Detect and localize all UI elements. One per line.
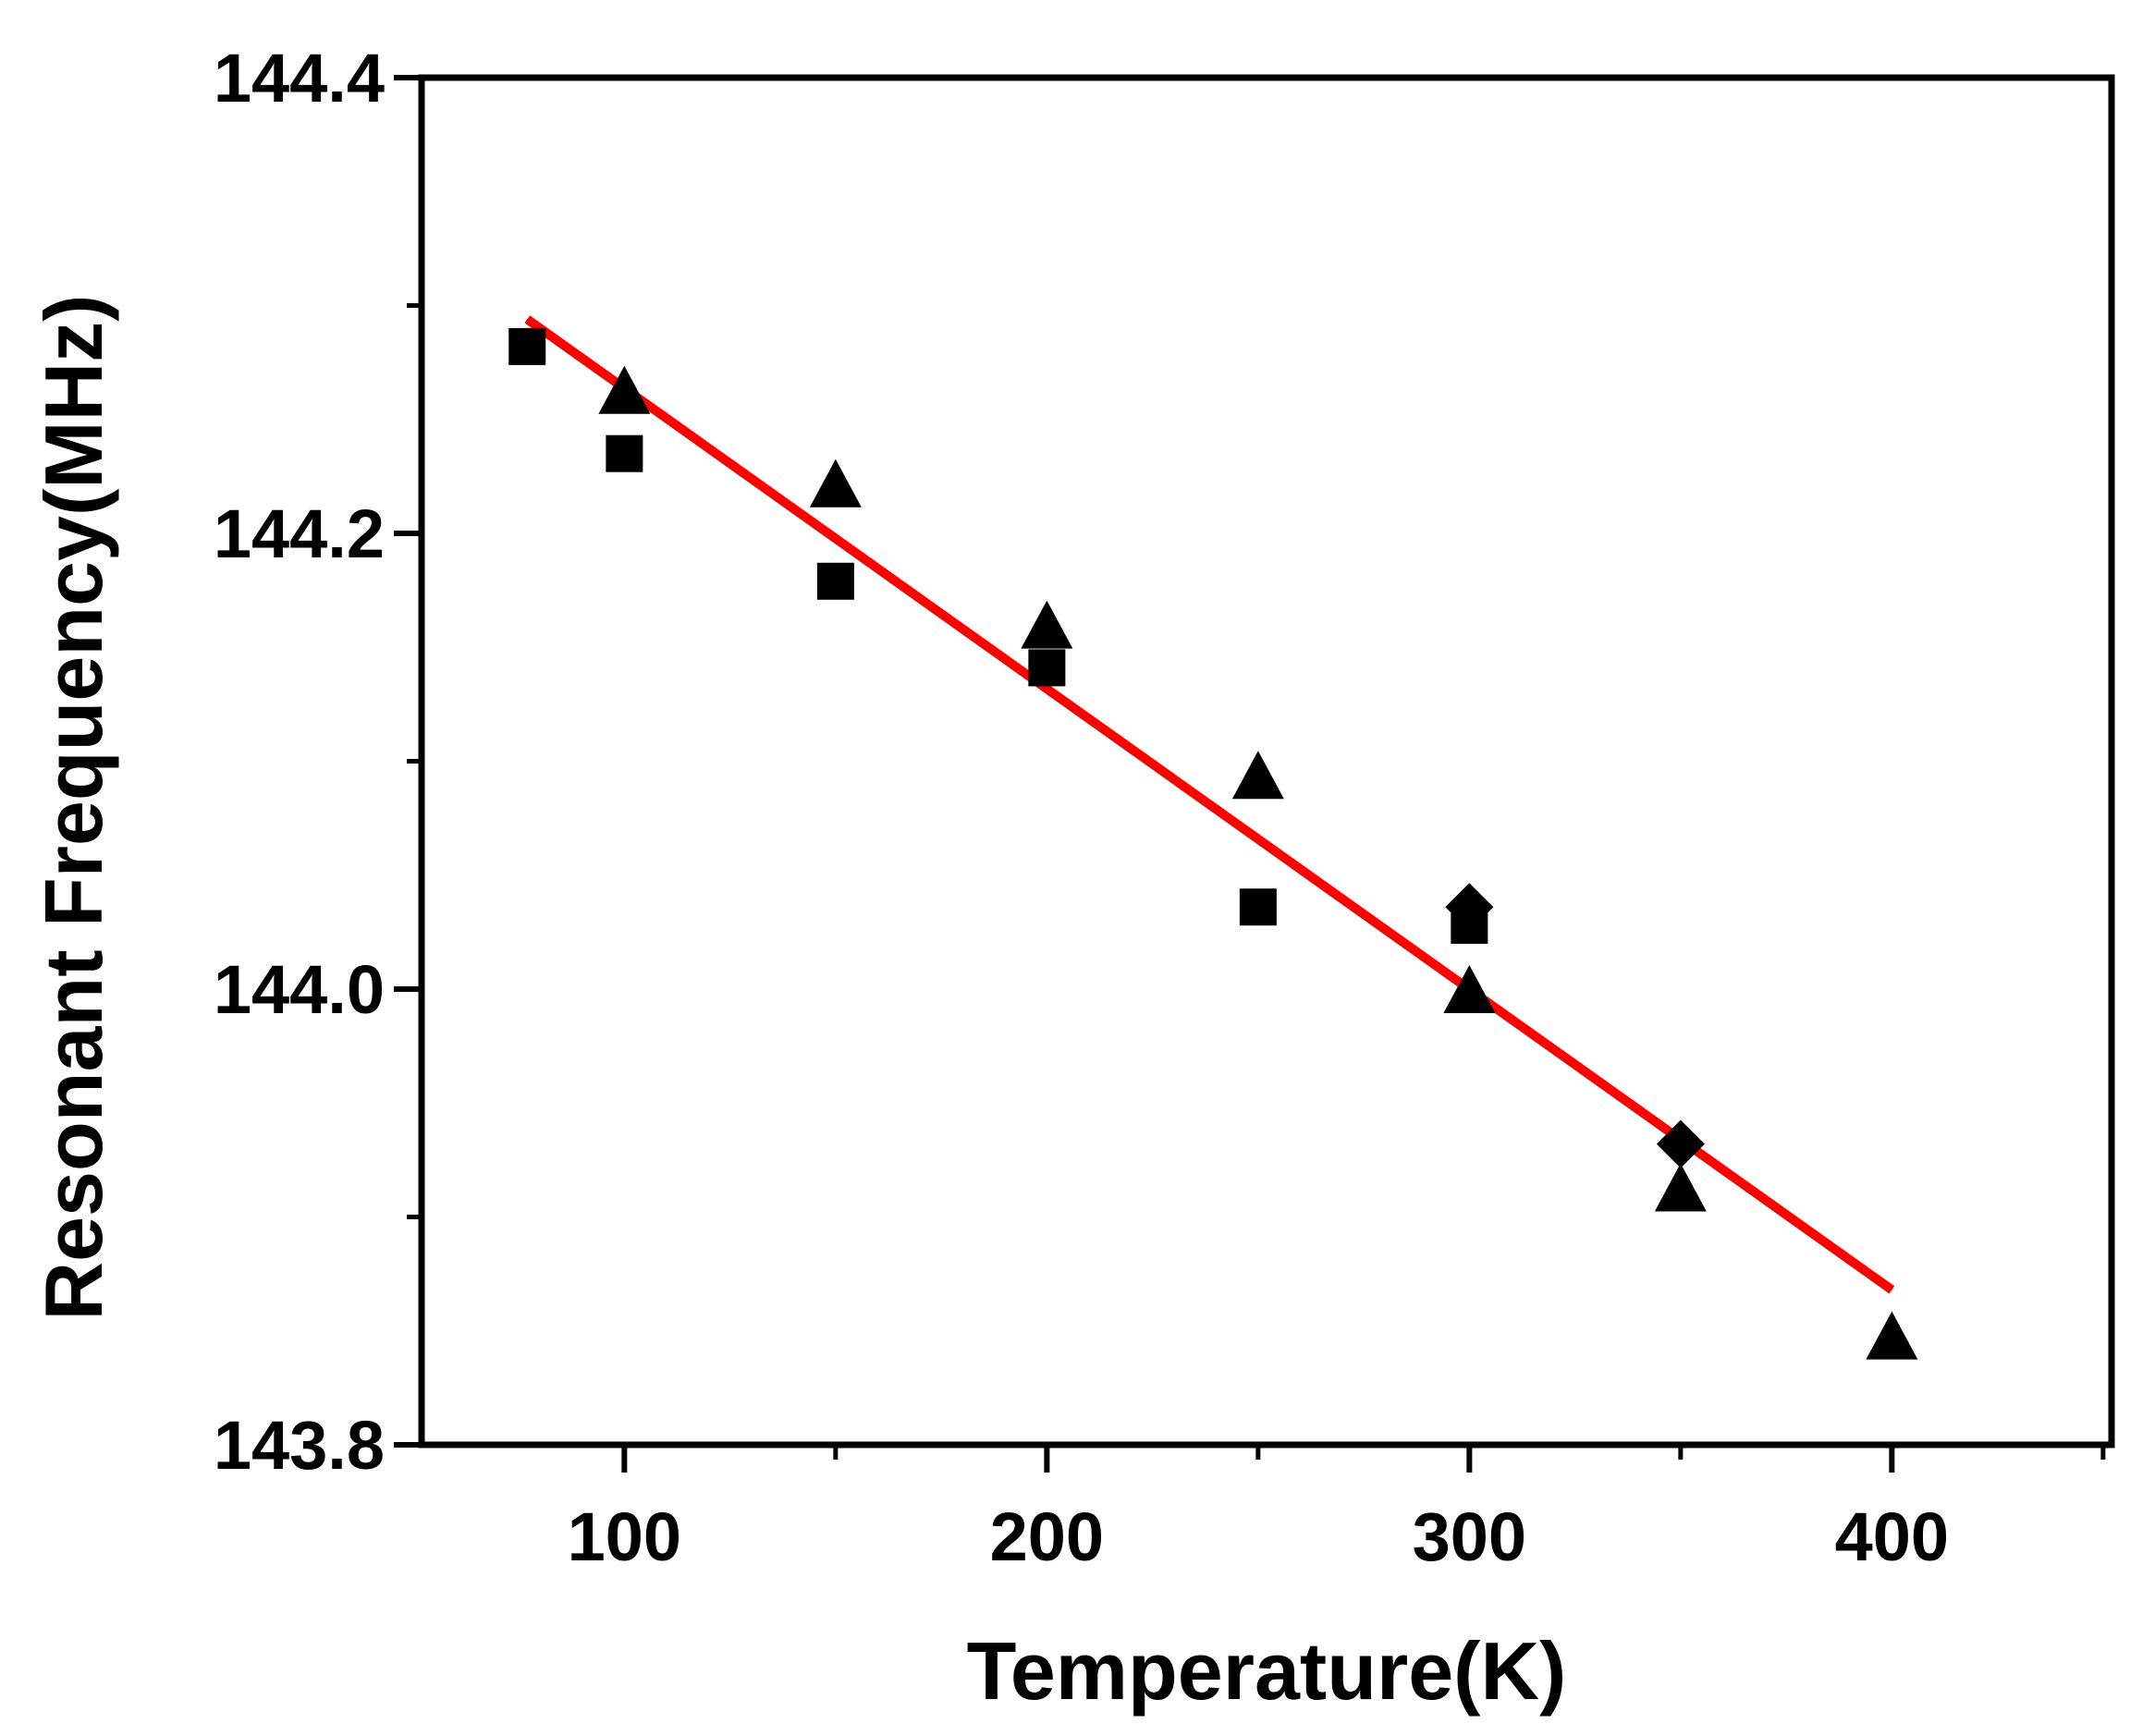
x-axis-title: Temperature(K)	[967, 1625, 1567, 1717]
diamond-point	[1656, 1119, 1705, 1168]
triangle-point	[1654, 1163, 1707, 1212]
x-tick-label: 100	[568, 1498, 681, 1575]
x-tick-label: 400	[1835, 1498, 1949, 1575]
triangle-point	[1231, 751, 1284, 800]
square-point	[508, 327, 546, 365]
x-axis-ticks: 100 200 300 400	[568, 1445, 2106, 1575]
y-tick-label: 144.2	[214, 495, 385, 572]
marker-layer	[508, 327, 1918, 1360]
y-axis-ticks: 143.8 144.0 144.2 144.4	[214, 40, 422, 1484]
triangle-point	[598, 365, 651, 414]
fit-layer	[524, 315, 1895, 1294]
triangle-point	[1866, 1311, 1918, 1360]
y-axis-title: Resonant Frequency(MHz)	[28, 295, 119, 1321]
square-point	[1239, 888, 1277, 926]
y-tick-label: 143.8	[214, 1407, 385, 1484]
square-point	[606, 434, 643, 472]
diamond-point	[1445, 883, 1494, 932]
x-tick-label: 200	[990, 1498, 1104, 1575]
square-point	[1028, 649, 1066, 687]
x-tick-label: 300	[1413, 1498, 1526, 1575]
triangle-point	[1443, 965, 1496, 1013]
fit-line	[524, 315, 1895, 1294]
triangle-point	[1021, 600, 1073, 649]
square-point	[816, 562, 854, 600]
y-tick-label: 144.4	[214, 40, 385, 116]
triangle-point	[809, 458, 862, 507]
y-tick-label: 144.0	[214, 951, 385, 1028]
